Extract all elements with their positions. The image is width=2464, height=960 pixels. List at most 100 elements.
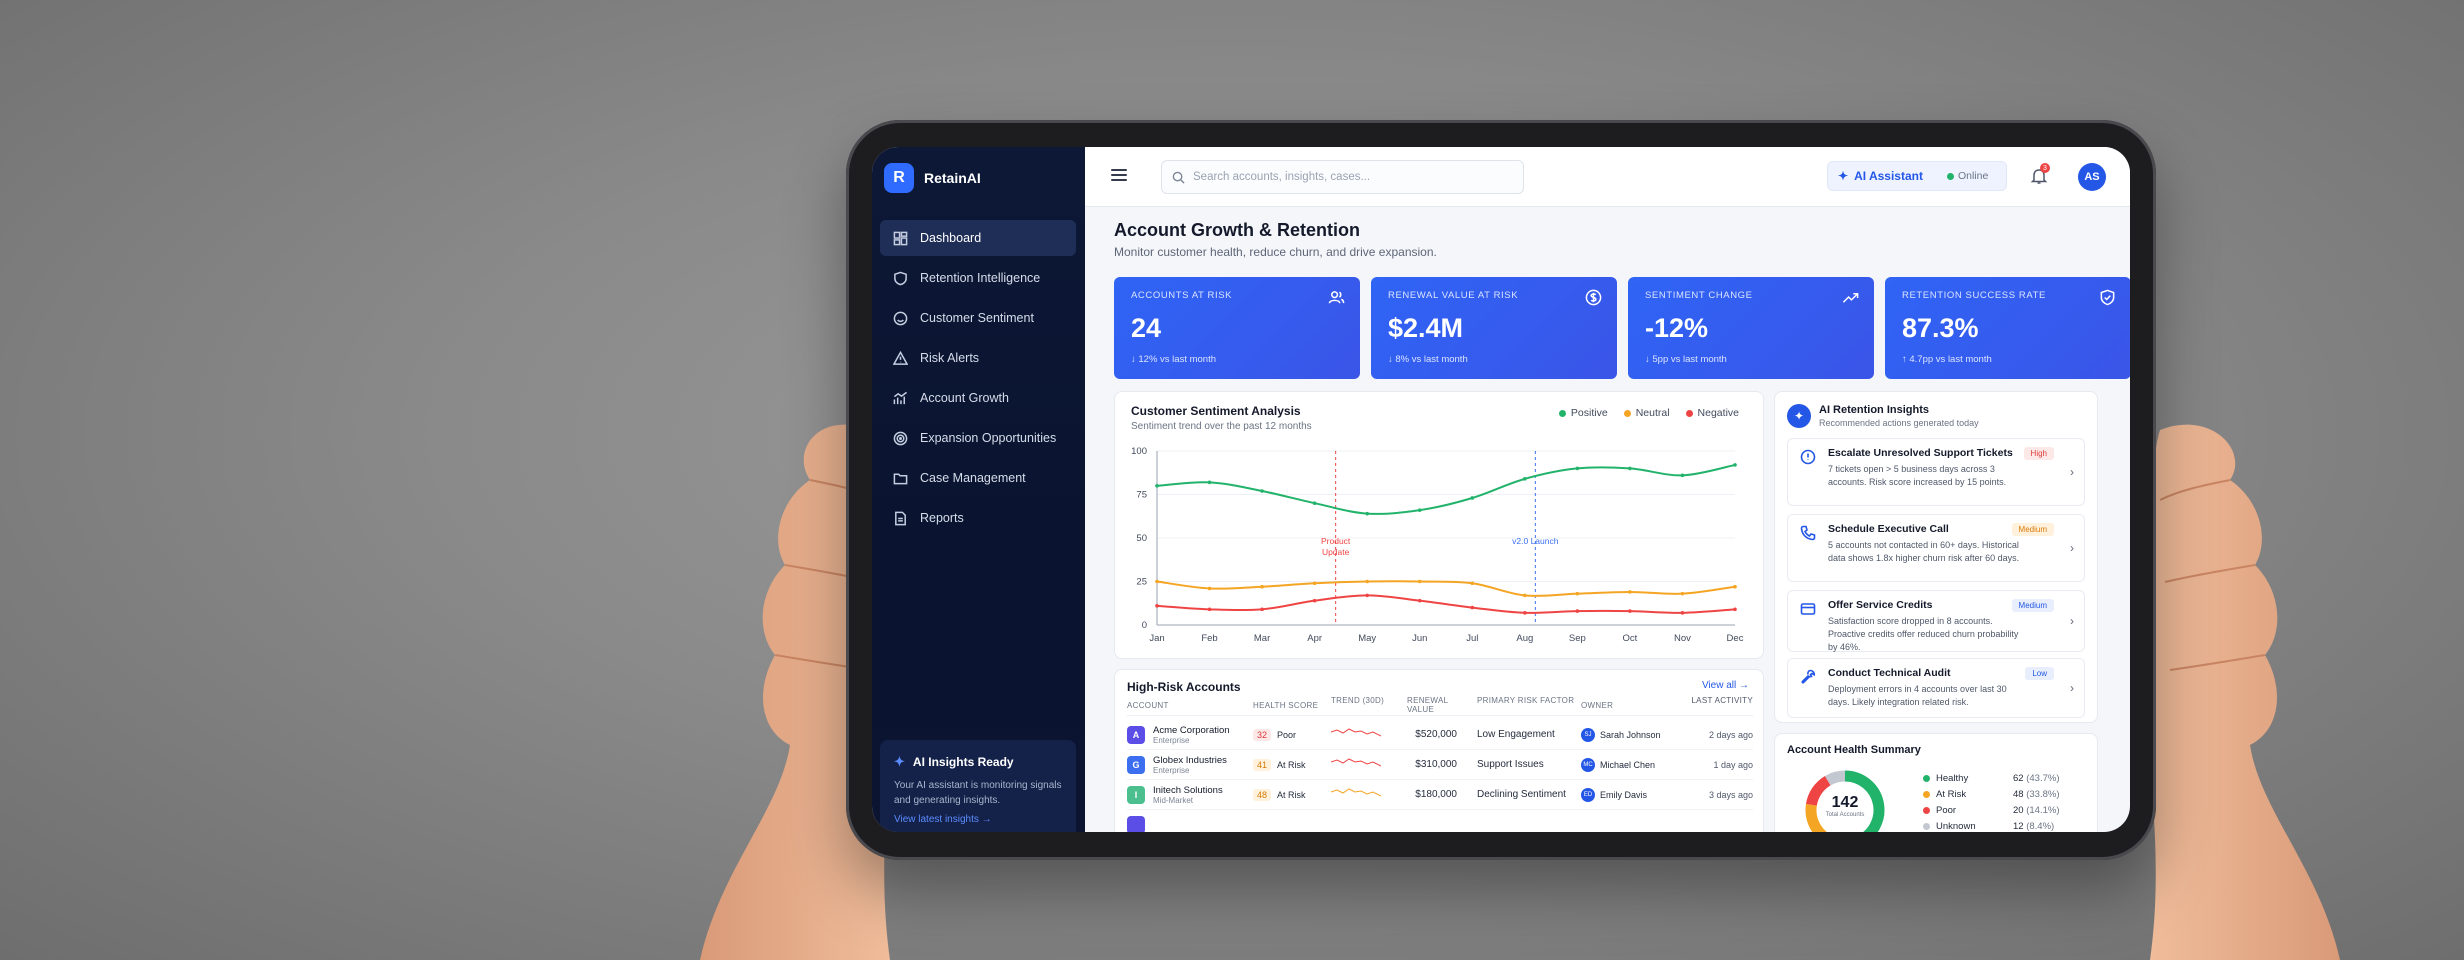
- insight-text: Satisfaction score dropped in 8 accounts…: [1828, 616, 2019, 652]
- health-score-badge: 48: [1253, 788, 1272, 801]
- ai-insights-card: ✦ AI Insights Ready Your AI assistant is…: [880, 740, 1076, 832]
- col-risk-factor[interactable]: PRIMARY RISK FACTOR: [1477, 696, 1575, 705]
- data-point-positive: [1207, 480, 1212, 485]
- sidebar-item-label: Customer Sentiment: [920, 311, 1034, 325]
- account-logo-icon: I: [1127, 785, 1145, 804]
- sidebar-item-dashboard[interactable]: Dashboard: [880, 220, 1076, 256]
- ai-assistant-button[interactable]: ✦ AI Assistant Online: [1827, 161, 2007, 191]
- kpi-card-sentiment-change[interactable]: SENTIMENT CHANGE -12% ↓ 5pp vs last mont…: [1628, 277, 1874, 379]
- search-icon: [1172, 171, 1185, 184]
- sidebar-item-customer-sentiment[interactable]: Customer Sentiment: [880, 300, 1076, 336]
- x-tick-label: Jan: [1149, 633, 1164, 644]
- donut-slice-healthy: [1844, 770, 1885, 832]
- sidebar-item-label: Retention Intelligence: [920, 271, 1041, 285]
- insight-item[interactable]: Conduct Technical Audit Deployment error…: [1787, 658, 2085, 718]
- data-point-positive: [1523, 477, 1527, 481]
- table-row[interactable]: G Globex Industries Enterprise 41 At Risk …: [1127, 750, 1753, 780]
- annotation-label: Update: [1322, 547, 1350, 557]
- col-renewal-value[interactable]: RENEWAL VALUE: [1407, 696, 1449, 714]
- priority-badge: Medium: [2011, 523, 2054, 536]
- notification-button[interactable]: 3: [2030, 163, 2050, 185]
- table-row[interactable]: I Initech Solutions Mid-Market 48 At Risk …: [1127, 780, 1753, 810]
- risk-factor: Low Engagement: [1477, 729, 1555, 740]
- sidebar-item-reports[interactable]: Reports: [880, 500, 1076, 536]
- x-tick-label: Dec: [1727, 633, 1744, 644]
- col-trend[interactable]: TREND (30D): [1331, 696, 1385, 705]
- kpi-label: RENEWAL VALUE AT RISK: [1388, 290, 1519, 301]
- credit-card-icon: [1800, 601, 1816, 617]
- data-point-positive: [1733, 463, 1737, 467]
- sidebar-item-case-management[interactable]: Case Management: [880, 460, 1076, 496]
- insight-item[interactable]: Offer Service Credits Satisfaction score…: [1787, 590, 2085, 652]
- users-icon: [1328, 289, 1345, 306]
- search-box[interactable]: [1161, 160, 1524, 194]
- renewal-value: $310,000: [1415, 759, 1457, 770]
- search-input[interactable]: [1193, 171, 1493, 183]
- y-tick-label: 0: [1142, 620, 1147, 631]
- kpi-card-accounts-at-risk[interactable]: ACCOUNTS AT RISK 24 ↓ 12% vs last month: [1114, 277, 1360, 379]
- health-legend: Healthy 62 (43.7%) At Risk 48 (33.8%) Poor…: [1923, 770, 2063, 832]
- renewal-value: $520,000: [1415, 729, 1457, 740]
- shield-check-icon: [2099, 289, 2116, 306]
- brand[interactable]: R RetainAI: [884, 163, 981, 193]
- priority-badge: Low: [2025, 667, 2054, 680]
- account-tier: Mid-Market: [1153, 795, 1194, 805]
- brand-name: RetainAI: [924, 170, 981, 186]
- table-row[interactable]: [1127, 810, 1753, 832]
- table-row[interactable]: A Acme Corporation Enterprise 32 Poor $520…: [1127, 720, 1753, 750]
- health-donut-chart: [1805, 770, 1885, 832]
- alert-triangle-icon: [892, 350, 908, 366]
- x-tick-label: May: [1358, 633, 1376, 644]
- sidebar-item-expansion-opportunities[interactable]: Expansion Opportunities: [880, 420, 1076, 456]
- insights-subtitle: Recommended actions generated today: [1819, 418, 1979, 428]
- data-point-positive: [1628, 466, 1632, 471]
- health-score-badge: 41: [1253, 758, 1272, 771]
- col-account[interactable]: ACCOUNT: [1127, 701, 1169, 710]
- sidebar-item-retention-intelligence[interactable]: Retention Intelligence: [880, 260, 1076, 296]
- chevron-right-icon: ›: [2070, 681, 2074, 695]
- insight-title: Conduct Technical Audit: [1828, 667, 1951, 679]
- kpi-card-renewal-value-at-risk[interactable]: RENEWAL VALUE AT RISK $2.4M ↓ 8% vs last…: [1371, 277, 1617, 379]
- menu-icon[interactable]: [1111, 169, 1127, 183]
- view-all-link[interactable]: View all →: [1701, 680, 1749, 691]
- y-tick-label: 50: [1136, 533, 1147, 544]
- series-line-positive: [1156, 463, 1736, 515]
- high-risk-accounts-card: High-Risk Accounts View all → ACCOUNT HE…: [1114, 669, 1764, 832]
- data-point-neutral: [1365, 579, 1369, 584]
- health-row-unknown: Unknown 12 (8.4%): [1923, 818, 2063, 832]
- legend-positive: Positive: [1558, 407, 1608, 419]
- data-point-negative: [1260, 607, 1264, 612]
- user-avatar[interactable]: AS: [2078, 163, 2106, 191]
- x-tick-label: Nov: [1674, 633, 1691, 644]
- col-owner[interactable]: OWNER: [1581, 701, 1614, 710]
- data-point-negative: [1575, 609, 1580, 613]
- donut-slice-unknown: [1824, 770, 1846, 786]
- donut-slice-at-risk: [1805, 803, 1828, 832]
- account-name: Globex Industries: [1153, 754, 1227, 766]
- y-tick-label: 75: [1136, 490, 1147, 501]
- col-health-score[interactable]: HEALTH SCORE: [1253, 701, 1319, 710]
- insight-item[interactable]: Schedule Executive Call 5 accounts not c…: [1787, 514, 2085, 582]
- chevron-right-icon: ›: [2070, 614, 2074, 628]
- donut-center: 142 Total Accounts: [1815, 794, 1875, 818]
- x-tick-label: Jun: [1412, 633, 1427, 644]
- col-last-activity[interactable]: LAST ACTIVITY: [1691, 696, 1753, 705]
- annotation-label: v2.0 Launch: [1512, 536, 1559, 546]
- data-point-positive: [1155, 484, 1159, 488]
- sidebar-item-risk-alerts[interactable]: Risk Alerts: [880, 340, 1076, 376]
- tablet-screen: R RetainAI Dashboard Retention Intellige…: [872, 147, 2130, 832]
- insight-title: Schedule Executive Call: [1828, 523, 1949, 535]
- account-tier: Enterprise: [1153, 735, 1190, 745]
- report-icon: [892, 510, 908, 526]
- sentiment-chart-card: Customer Sentiment Analysis Sentiment tr…: [1114, 391, 1764, 659]
- insight-item[interactable]: Escalate Unresolved Support Tickets 7 ti…: [1787, 438, 2085, 506]
- account-name: Acme Corporation: [1153, 724, 1230, 736]
- view-latest-insights-link[interactable]: View latest insights →: [894, 814, 992, 825]
- chart-title: Customer Sentiment Analysis: [1131, 404, 1301, 418]
- kpi-card-retention-success-rate[interactable]: RETENTION SUCCESS RATE 87.3% ↑ 4.7pp vs …: [1885, 277, 2130, 379]
- sidebar-item-account-growth[interactable]: Account Growth: [880, 380, 1076, 416]
- data-point-positive: [1312, 501, 1317, 505]
- owner-avatar: ED: [1581, 787, 1595, 802]
- owner-avatar: SJ: [1581, 727, 1595, 742]
- health-score-badge: 32: [1253, 728, 1272, 741]
